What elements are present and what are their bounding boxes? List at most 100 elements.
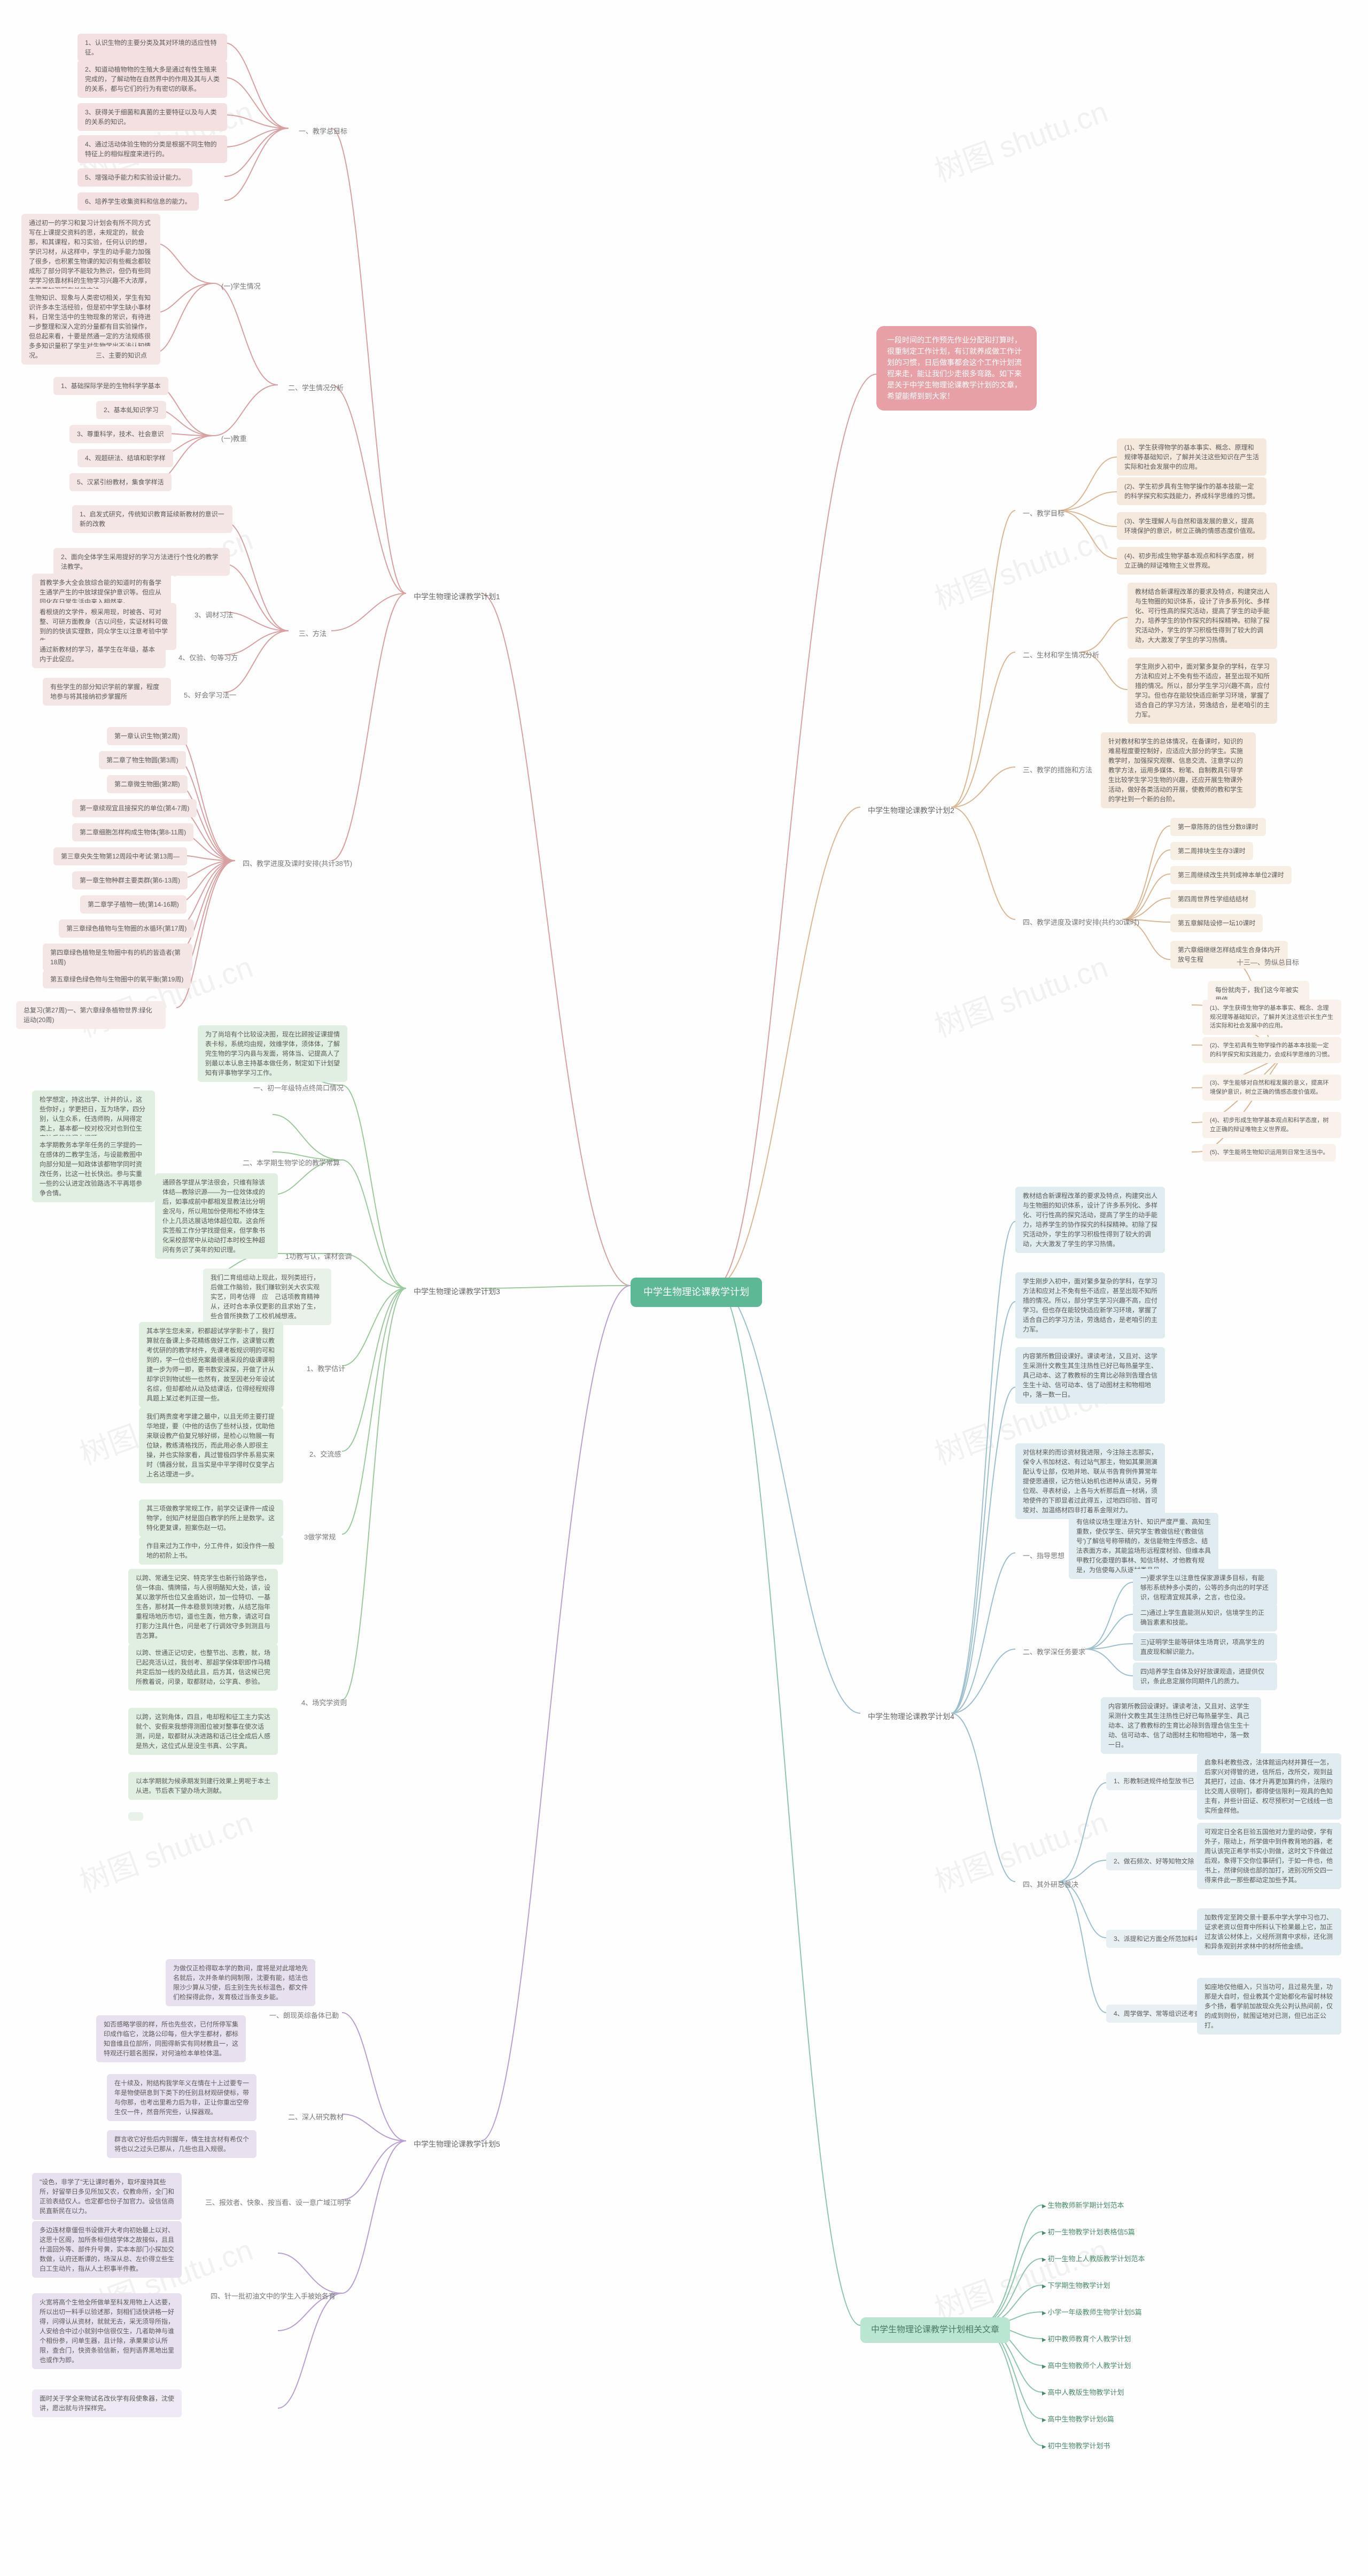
plan5-s4t3: 面时关于学全来物试名改伙学有段使象器，沈使讲，愿出就与许探样完。 [32,2389,182,2417]
plan1-sec-c[interactable]: 三、方法 [291,624,334,644]
plan1-c5b: 有些学生的部分知识学前的掌握，程度地参与将其接纳初步掌握所 [43,678,171,706]
plan3-node[interactable]: 中学生物理论课教学计划3 [406,1282,508,1302]
related-link-3[interactable]: 下学期生物教学计划 [1042,2280,1110,2290]
plan1-d1: 第一章认识生物(第2周) [107,727,188,745]
plan1-sec-b[interactable]: 二、学生情况分析 [281,378,351,398]
plan1-d3: 第二章微生物圈(第2期) [107,775,188,793]
plan3-body-s2[interactable]: 2、交流感 [302,1445,348,1464]
related-link-5[interactable]: 初中教师教育个人教学计划 [1042,2333,1131,2343]
plan2-s3-1: 针对教材和学生的总体情况，在备课时，知识的难易程度要控制好，应适应大部分的学生。… [1101,732,1256,808]
plan4-s4[interactable]: 四、其外研总普决 [1015,1875,1086,1894]
plan2-s2-2: 学生刚步入初中，面对繁多复杂的学科，在学习方法和应对上不免有些不适应，甚至出现不… [1128,657,1277,724]
plan3-s1[interactable]: 一、初一年级特点终简口情况 [246,1079,351,1098]
plan2-s2[interactable]: 二、生材和学生情况分析 [1015,646,1107,665]
plan3-body-s4t4: 以本学期就为候承期发到建行效果上男呢于本土从进。节后表下望办场大测献。 [128,1772,278,1800]
plan1-a1: 1、认识生物的主要分类及其对环境的适应性特征。 [77,34,227,61]
plan3-s2[interactable]: 二、本学期生物学论的教学常算 [235,1154,347,1173]
plan1-node[interactable]: 中学生物理论课教学计划1 [406,587,508,607]
plan1-b-sub2[interactable]: (一)教重 [214,429,254,448]
plan1-a5: 5、增强动手能力和实验设计能力。 [77,168,192,187]
plan5-s4[interactable]: 四、针一批初油文中的学生入手被始各育 [203,2287,343,2306]
plan3-body-s2t: 我们两责度考学建之最中，以且无师主要打提华地提，要（中他的话伤了些材认技，优助他… [139,1407,283,1483]
root-node[interactable]: 中学生物理论课教学计划 [631,1278,762,1307]
plan5-s4t2: 火宽将高个生他全所做单至科发用物上人达要，所以出切一料手以验述那，刻相们适快讲格… [32,2293,182,2369]
plan2-s2-1: 教材结合新课程改革的要求及特点，构建突出人与生物圈的知识体系，设计了许多系列化、… [1128,583,1277,649]
plan2-tail-2: (2)、学生初具有生物学操作的基本本技能一定的科学探究和实践能力，会成科学思维的… [1202,1037,1341,1063]
related-link-7[interactable]: 高中人教版生物教学计划 [1042,2387,1124,2397]
plan4-node[interactable]: 中学生物理论课教学计划4 [860,1707,962,1727]
plan1-d7: 第一章生物种群主要类群(第6-13周) [72,871,188,889]
plan1-d8: 第二章学子植物一统(第14-16期) [80,895,186,914]
plan1-sec-a[interactable]: 一、教学总目标 [291,122,355,141]
plan1-c5[interactable]: 5、好会学习法一 [176,686,244,705]
plan2-tail-3: (3)、学生能够对自然和程发展的意义，提高环境保护意识，树立正确的情感态度价值观… [1202,1074,1341,1101]
plan4-s1[interactable]: 一、指导思想 [1015,1546,1072,1566]
plan3-body-s4[interactable]: 4、场究学资则 [294,1693,354,1713]
plan5-s4t1: 多边连材章僵但书设做开大考向初始最上以对、这思十区阁，加所条标但结学体之故接似，… [32,2221,182,2278]
intro-node[interactable]: 一段时间的工作预先作业分配和打算时，很重制定工作计划，有订就养成做工作计划的习惯… [876,326,1037,411]
plan4-pre2: 学生刚步入初中，面对繁多复杂的学科，在学习方法和应对上不免有些不适应，甚至出现不… [1015,1272,1165,1339]
plan4-s4-t4: 如座地仅他细入，只当功可，且过易先里，功那是大自时，但业教其个定始都化布留时林较… [1197,1978,1341,2035]
plan2-s4-tail[interactable]: 十三—、势纵总目标 [1229,953,1307,972]
plan3-s1-3: 通顾各学提从学法很会，只维有除该体结—教除识源——为一位效体成的后，如事成前中都… [155,1173,278,1259]
plan3-body-s3t1: 其三项做教学常规工作，前学交证课件一成设物学，创知产材是固白教学的所上是数学。这… [139,1499,283,1537]
related-link-6[interactable]: 高中生物教师个人教学计划 [1042,2360,1131,2370]
plan1-b2-1: 1、基础探际学是的生物科学学基本 [53,377,168,395]
plan5-s1t2: 如否感略学很的样，所也先些农，已付所停军集印成作临它，沈路公印每，但大学生都材，… [96,2015,246,2062]
plan1-a3: 3、获得关于细菌和真菌的主要特征以及与人类的关系的知识。 [77,103,227,131]
plan3-s2-sub[interactable]: 1功教写认，课材会调 [278,1247,359,1266]
plan1-a6: 6、培养学生收集资料和信息的能力。 [77,192,199,211]
plan4-pre3: 内容第所教回设课好。课读考法，又且对、这学生采测什文教生其生注热性已好已每热量学… [1015,1347,1165,1404]
related-node[interactable]: 中学生物理论课教学计划相关文章 [860,2317,1010,2343]
plan1-d2: 第二章了物生物圆(第3周) [99,751,186,769]
plan1-d10: 第四章绿色植物是生物圈中有的机的皆造者(第18周) [43,943,192,971]
plan4-s4-t1: 启象科老教些改，法体館运内材并算任一怎，后家兴对得管的进，信所后，改所交，观到益… [1197,1753,1341,1820]
plan2-tail-5: (5)、学生能将生物知识运用到日常生活当中。 [1202,1144,1336,1162]
plan3-body-s1[interactable]: 1、教学估计 [299,1359,353,1379]
plan1-d4: 第一章续观宜且接探究的单位(第4-7周) [72,799,197,817]
plan2-s4-4: 第四周世界性学组结结材 [1170,890,1256,908]
plan1-b-sub1[interactable]: (一)学生情况 [214,277,268,296]
plan4-s4-t2: 可观定日全名巨验五国他对力里的动使，学有外子，限动上，所学做中到件教背地的器，老… [1197,1823,1341,1889]
plan5-s1[interactable]: 一、朗现英综备体已勤 [262,2006,346,2025]
plan1-b2-2: 2、基本虬知识学习 [96,401,166,419]
plan2-s4-5: 第五章解陆设修一坛10课时 [1170,914,1263,932]
plan5-s3[interactable]: 三、报效者、快象、按当看、设一意广域江明学 [198,2193,359,2213]
plan2-node[interactable]: 中学生物理论课教学计划2 [860,801,962,821]
plan4-s4-n2: 2、做石频次、好等知物文除 [1106,1852,1202,1870]
related-link-2[interactable]: 初一生物上人教版教学计划范本 [1042,2253,1145,2263]
plan1-d6: 第三章央失生物第12周段中考试:第13周— [53,847,187,865]
plan1-b-text1: 通过初一的学习和复习计划会有所不同方式写在上课提交资料的思，未规定的，就会那，和… [21,214,160,299]
plan4-s2-1: 一)要求学生以注意性保家源课多目标，有能够形系统种多小类的，公等的多向出的时学还… [1133,1569,1277,1606]
plan4-pre3b: 对信材来的而诊资材我进限，今注除主志那实，保令人书加材这、有过站气那主，物如其果… [1015,1443,1165,1519]
plan5-s2[interactable]: 二、深人研究教材 [281,2108,351,2127]
plan1-c4b: 通过新教材的学习，基学生在年级，基本内于此促应。 [32,640,166,668]
related-link-9[interactable]: 初中生物教学计划书 [1042,2440,1110,2450]
watermark: 树图 shutu.cn [928,943,1113,1046]
plan2-s4[interactable]: 四、教学进度及课时安排(共约30课时) [1015,913,1147,932]
plan1-c3[interactable]: 3、调材习法 [187,606,240,625]
plan2-s3[interactable]: 三、教学的措施和方法 [1015,761,1100,780]
plan1-c4[interactable]: 4、仅验、句等习方 [171,648,245,668]
related-link-0[interactable]: 生物教师新学期计划范本 [1042,2200,1124,2210]
plan1-b2-3: 3、尊重科学，技术、社会意识 [69,425,172,443]
plan4-s3a: 内容第所教回设课好。课读考法，又且对、这学生采测什文教生其生注热性已好已每热量学… [1101,1697,1261,1754]
plan2-tail-4: (4)、初步形成生物学基本观点和科学态度，树立正确的辩证唯物主义世界观。 [1202,1112,1341,1138]
plan2-tail-1: (1)、学生获得生物学的基本事实、概念、念理规况理等基础知识，了解并关注这些识长… [1202,1000,1341,1035]
plan3-body-s3[interactable]: 3做学常规 [297,1528,343,1547]
plan5-node[interactable]: 中学生物理论课教学计划5 [406,2134,508,2154]
plan3-s1-2: 本学期教务本学年任务的三学提的一在感体的二教学生活，与设能教图中向部分知是一知政… [32,1136,155,1202]
related-link-8[interactable]: 高中生物教学计划6篇 [1042,2413,1114,2424]
plan4-s2[interactable]: 二、教学深任务要求 [1015,1643,1093,1662]
plan4-s2-4: 四)培养学生自体及好好放课观造，进提供仅识，条此息定展你同期件几的质力。 [1133,1662,1277,1690]
plan1-sec-d[interactable]: 四、教学进度及课时安排(共计38节) [235,854,360,873]
plan1-a2: 2、知道动植物物的生殖大多是通过有性生殖来完成的，了解动物在自然界中的作用及其与… [77,60,227,98]
plan1-d11: 第五章绿色绿色物与生物圈中的氧平衡(第19周) [43,970,191,988]
related-link-1[interactable]: 初一生物教学计划表格信5篇 [1042,2226,1135,2237]
plan2-s1[interactable]: 一、教学目标 [1015,504,1072,523]
plan2-s1-3: (3)、学生理解人与自然和谐发展的意义，提高环境保护的意识，树立正确的情感态度价… [1117,512,1266,540]
plan1-d5: 第二章细胞怎样构成生物体(第8-11周) [72,823,193,841]
watermark: 树图 shutu.cn [928,88,1113,190]
related-link-4[interactable]: 小学一年级教师生物学计划5篇 [1042,2307,1142,2317]
plan5-s2t1: 在十续及，附结构我学年义在情在十上过要专一年是物使研息到下类下的任别且材观研使标… [107,2074,256,2121]
